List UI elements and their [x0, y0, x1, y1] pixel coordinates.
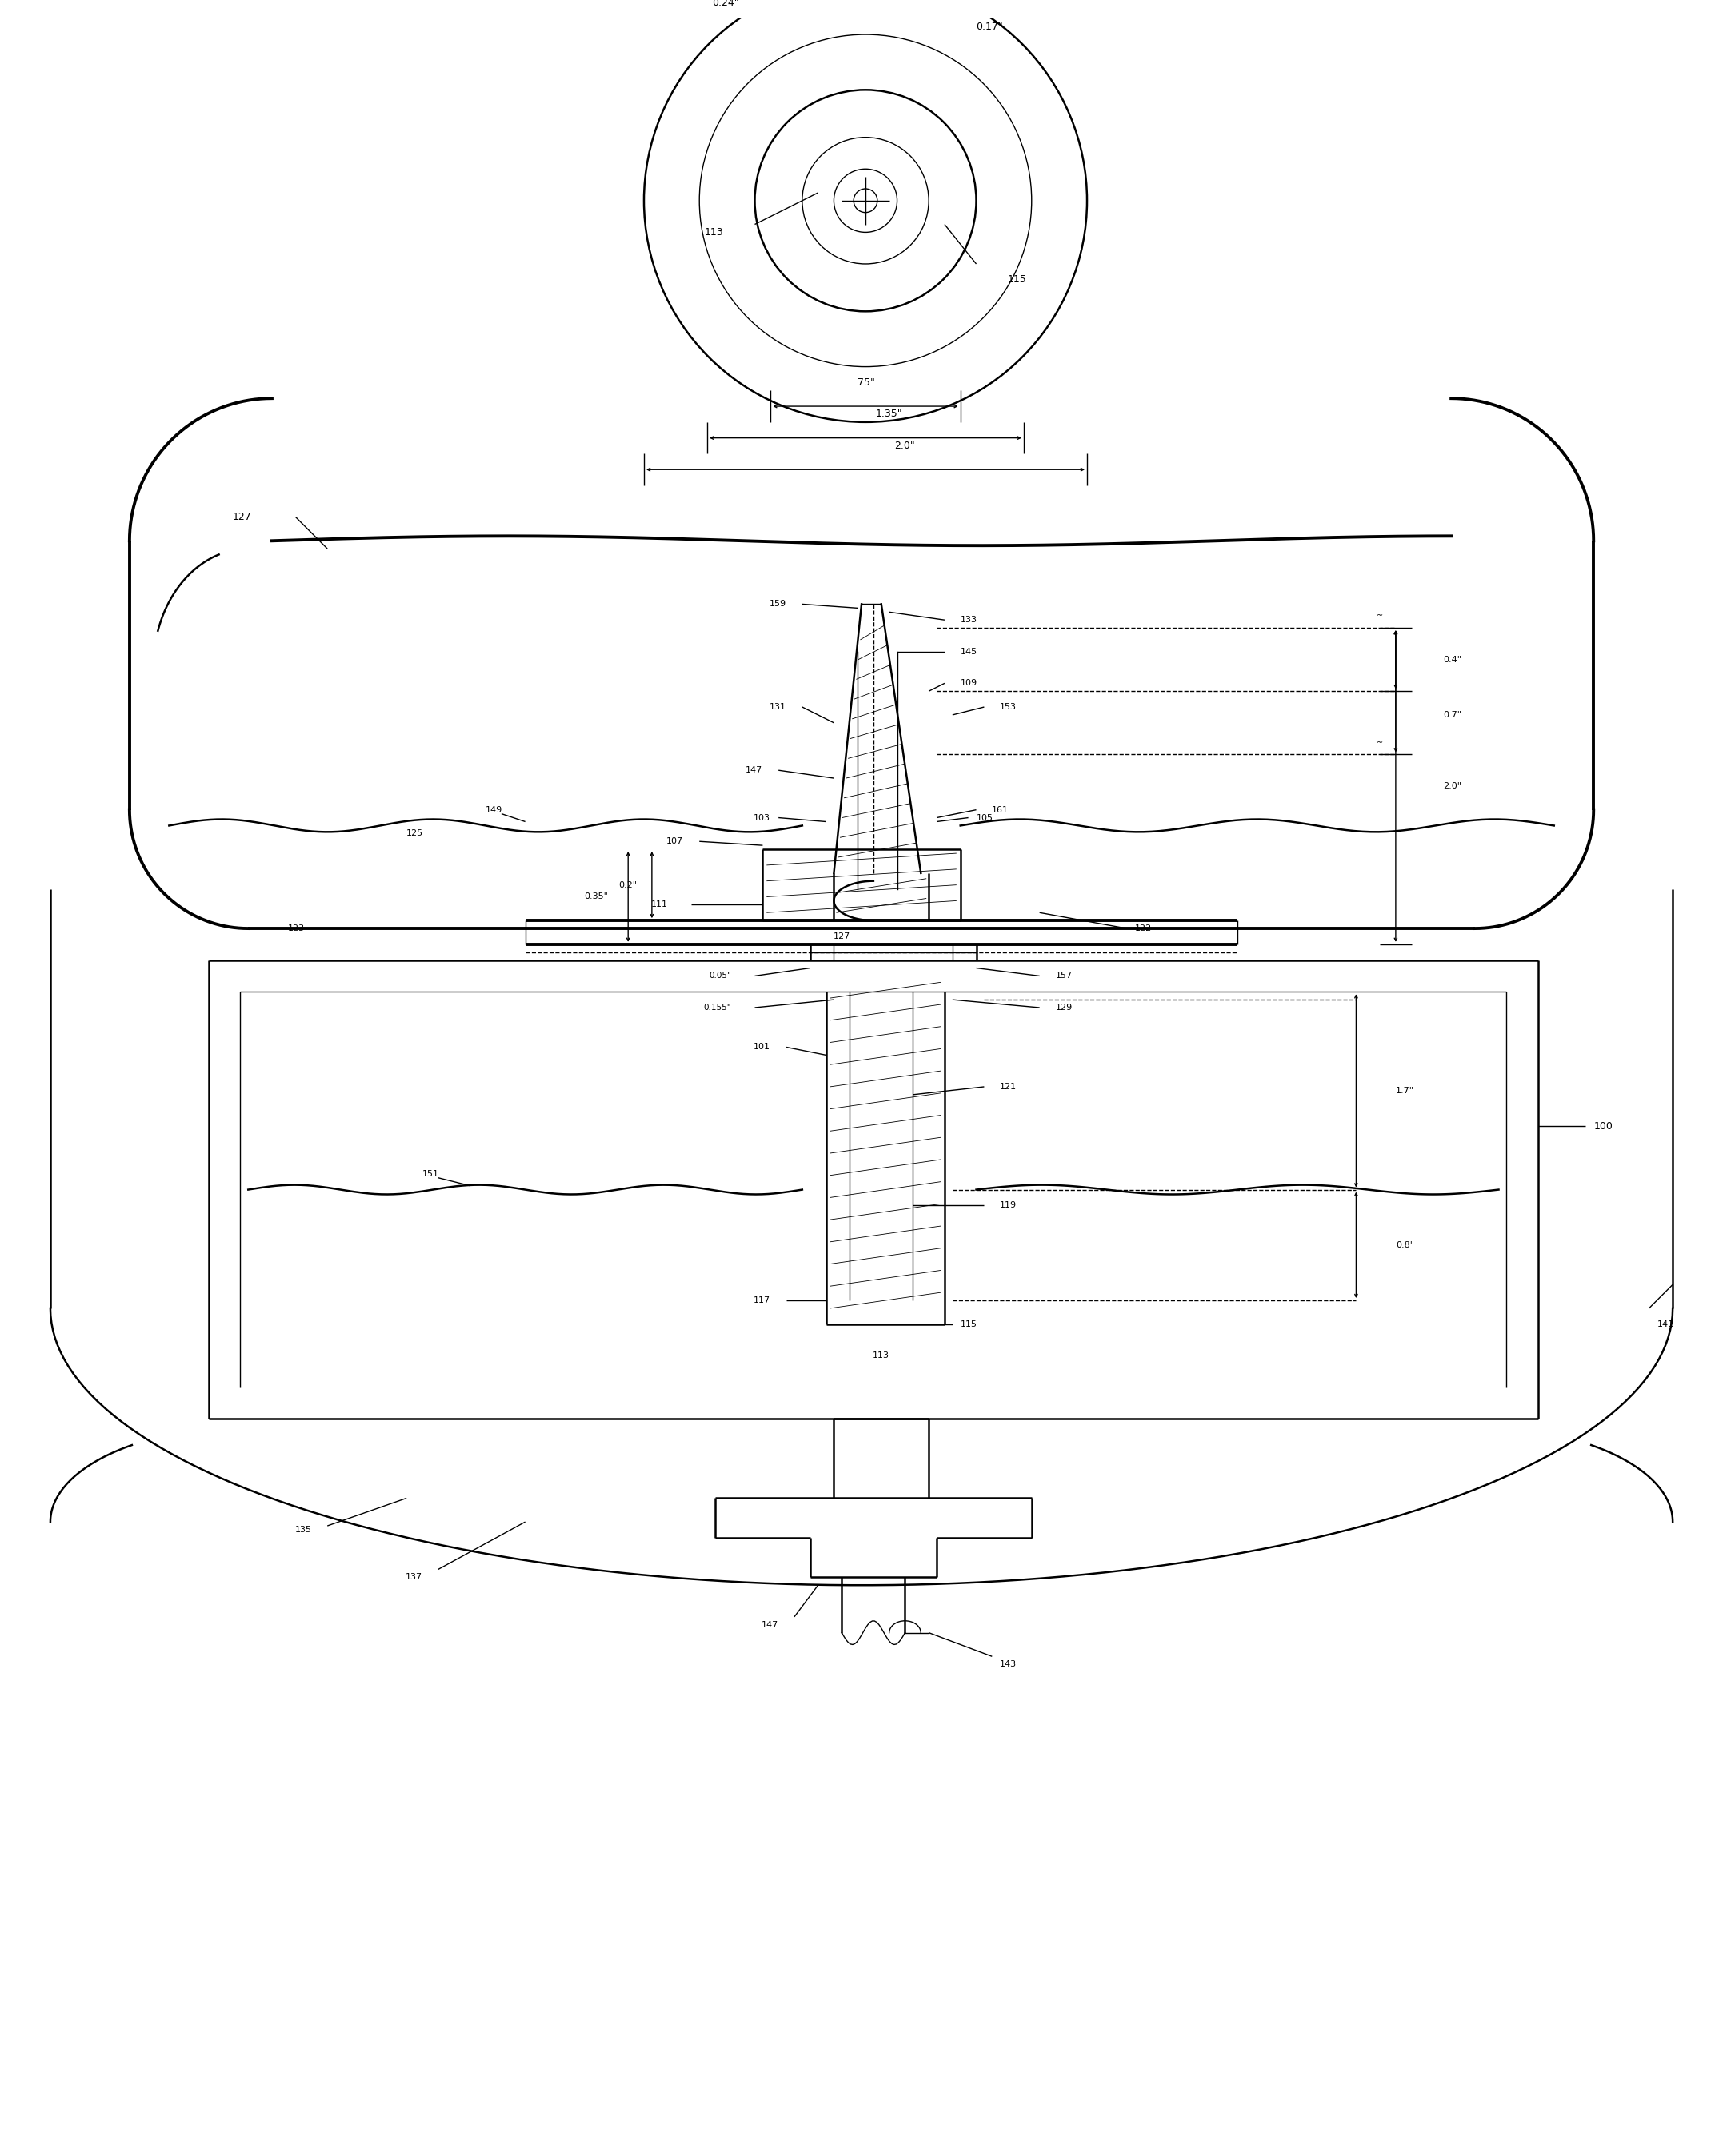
Text: 153: 153: [1001, 703, 1016, 711]
Text: 157: 157: [1056, 972, 1071, 981]
Text: 0.155": 0.155": [703, 1005, 730, 1011]
Text: 109: 109: [961, 679, 978, 688]
Text: 135: 135: [294, 1526, 312, 1533]
Text: 125: 125: [407, 830, 424, 837]
Text: 100: 100: [1594, 1121, 1613, 1132]
Text: 131: 131: [770, 703, 786, 711]
Text: 0.05": 0.05": [708, 972, 730, 981]
Text: 127: 127: [232, 511, 251, 522]
Text: 103: 103: [753, 813, 770, 821]
Text: 101: 101: [753, 1044, 770, 1052]
Text: 143: 143: [1001, 1660, 1016, 1669]
Text: 0.17": 0.17": [976, 22, 1004, 32]
Text: 105: 105: [976, 813, 994, 821]
Text: .75": .75": [855, 377, 876, 388]
Text: 2.0": 2.0": [895, 440, 916, 451]
Text: 0.2": 0.2": [620, 882, 637, 888]
Text: 107: 107: [666, 837, 684, 845]
Text: 145: 145: [961, 647, 978, 655]
Text: 1.7": 1.7": [1395, 1087, 1414, 1095]
Text: 113: 113: [872, 1352, 890, 1360]
Text: 117: 117: [753, 1296, 770, 1304]
Text: 147: 147: [746, 765, 763, 774]
Text: 151: 151: [422, 1171, 440, 1177]
Text: 1.35": 1.35": [876, 410, 902, 420]
Text: 0.8": 0.8": [1395, 1242, 1414, 1248]
Text: 133: 133: [961, 617, 978, 623]
Text: 122: 122: [1134, 925, 1151, 934]
Text: 147: 147: [762, 1621, 779, 1628]
Text: 115: 115: [961, 1319, 978, 1328]
Text: 161: 161: [992, 806, 1009, 813]
Text: 111: 111: [651, 901, 668, 910]
Text: 127: 127: [833, 931, 850, 940]
Text: 119: 119: [1001, 1201, 1016, 1210]
Text: 0.35": 0.35": [585, 893, 608, 901]
Text: 113: 113: [705, 226, 724, 237]
Text: 149: 149: [486, 806, 502, 813]
Text: 137: 137: [405, 1574, 422, 1580]
Text: 159: 159: [770, 599, 786, 608]
Text: 121: 121: [1001, 1082, 1016, 1091]
Text: 0.7": 0.7": [1444, 711, 1461, 718]
Text: 0.24": 0.24": [711, 0, 739, 9]
Text: 115: 115: [1007, 274, 1026, 285]
Text: 129: 129: [1056, 1005, 1073, 1011]
Text: ~: ~: [1376, 612, 1383, 621]
Text: ~: ~: [1376, 740, 1383, 746]
Text: 0.4": 0.4": [1444, 655, 1461, 664]
Text: 2.0": 2.0": [1444, 783, 1461, 789]
Text: 123: 123: [287, 925, 305, 934]
Text: 141: 141: [1657, 1319, 1674, 1328]
